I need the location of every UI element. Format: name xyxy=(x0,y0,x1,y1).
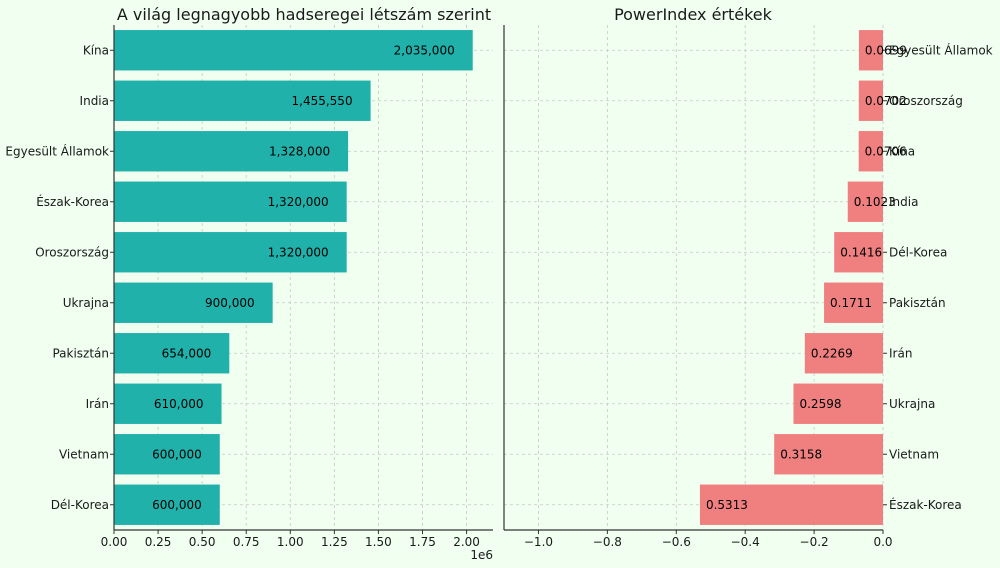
left-category-label: Ukrajna xyxy=(63,296,109,310)
left-category-label: India xyxy=(80,94,109,108)
left-bar xyxy=(114,383,222,424)
left-x-tick-label: 0.25 xyxy=(145,535,172,549)
right-bar xyxy=(804,333,883,374)
right-x-tick-label: −0.2 xyxy=(800,535,829,549)
right-category-label: Észak-Korea xyxy=(889,497,962,512)
left-bar-value-label: 2,035,000 xyxy=(394,43,455,57)
left-bar-value-label: 610,000 xyxy=(154,397,204,411)
left-axis-multiplier: 1e6 xyxy=(470,548,493,562)
left-x-tick-label: 0.75 xyxy=(233,535,260,549)
left-bar xyxy=(114,181,347,222)
right-x-tick-label: 0.0 xyxy=(873,535,892,549)
left-bar xyxy=(114,434,220,475)
right-x-ticks: −1.0 −0.8 −0.6 −0.4 −0.2 0.0 xyxy=(524,530,893,549)
right-bar xyxy=(699,484,883,525)
right-category-label: Dél-Korea xyxy=(889,245,947,259)
right-bar-value-label: 0.1711 xyxy=(830,296,872,310)
left-category-label: Pakisztán xyxy=(52,346,109,360)
right-category-label: Irán xyxy=(889,346,912,360)
left-bar xyxy=(114,80,371,121)
right-x-tick-label: −0.8 xyxy=(593,535,622,549)
right-bar xyxy=(774,434,883,475)
right-bar-value-label: 0.2269 xyxy=(811,346,853,360)
right-bar-value-label: 0.1023 xyxy=(854,195,896,209)
right-bars: 0.06990.07020.07060.10230.14160.17110.22… xyxy=(699,30,907,525)
right-bar xyxy=(858,80,883,121)
right-category-label: Kína xyxy=(889,144,915,158)
right-bar xyxy=(847,181,883,222)
right-bar xyxy=(824,282,883,323)
left-category-label: Kína xyxy=(83,43,109,57)
left-category-labels: Kína India Egyesült Államok Észak-Korea Oros… xyxy=(5,43,114,512)
left-bar-value-label: 1,328,000 xyxy=(269,144,330,158)
right-category-label: Vietnam xyxy=(889,447,939,461)
left-bar xyxy=(114,484,220,525)
left-category-label: Oroszország xyxy=(35,245,109,259)
left-category-label: Egyesült Államok xyxy=(5,143,109,158)
left-bar xyxy=(114,333,230,374)
right-bar-value-label: 0.2598 xyxy=(799,397,841,411)
right-category-label: Oroszország xyxy=(889,94,963,108)
left-chart-title: A világ legnagyobb hadseregei létszám sz… xyxy=(117,5,491,24)
left-x-tick-label: 0.50 xyxy=(189,535,216,549)
left-x-tick-label: 1.00 xyxy=(277,535,304,549)
left-x-tick-label: 1.75 xyxy=(409,535,436,549)
right-bar xyxy=(793,383,883,424)
right-chart: PowerIndex értékek 0.06990.07020.07060.1… xyxy=(503,5,993,549)
left-bar xyxy=(114,131,349,172)
left-bars: 2,035,000 1,455,550 1,328,000 1,320,000 1,32… xyxy=(114,30,473,525)
right-x-tick-label: −0.6 xyxy=(662,535,691,549)
right-category-label: India xyxy=(889,195,918,209)
right-bar xyxy=(858,30,883,71)
right-bar-value-label: 0.1416 xyxy=(840,245,882,259)
left-x-tick-label: 2.00 xyxy=(453,535,480,549)
right-category-labels: Egyesült Államok Oroszország Kína India Dél-… xyxy=(883,42,993,512)
left-bar xyxy=(114,30,473,71)
right-bar xyxy=(858,131,883,172)
left-bar-value-label: 654,000 xyxy=(162,346,212,360)
right-x-tick-label: −1.0 xyxy=(524,535,553,549)
left-x-tick-label: 0.00 xyxy=(101,535,128,549)
right-category-label: Egyesült Államok xyxy=(889,42,993,57)
right-category-label: Pakisztán xyxy=(889,296,946,310)
left-category-label: Észak-Korea xyxy=(36,194,109,209)
left-chart: A világ legnagyobb hadseregei létszám sz… xyxy=(5,5,493,562)
left-x-tick-label: 1.25 xyxy=(321,535,348,549)
left-category-label: Irán xyxy=(86,397,109,411)
left-bar-value-label: 600,000 xyxy=(152,498,202,512)
left-bar-value-label: 600,000 xyxy=(152,447,202,461)
left-bar-value-label: 900,000 xyxy=(205,296,255,310)
right-chart-title: PowerIndex értékek xyxy=(614,5,773,24)
left-x-tick-label: 1.50 xyxy=(365,535,392,549)
left-bar-value-label: 1,320,000 xyxy=(268,195,329,209)
left-bar-value-label: 1,320,000 xyxy=(268,245,329,259)
left-category-label: Vietnam xyxy=(59,447,109,461)
left-bar xyxy=(114,282,273,323)
left-bar-value-label: 1,455,550 xyxy=(292,94,353,108)
left-bar xyxy=(114,232,347,273)
right-x-tick-label: −0.4 xyxy=(731,535,760,549)
right-bar xyxy=(834,232,883,273)
left-x-ticks: 0.00 0.25 0.50 0.75 1.00 1.25 1.50 1.75 2.00 xyxy=(101,530,480,549)
right-category-label: Ukrajna xyxy=(889,397,935,411)
right-bar-value-label: 0.5313 xyxy=(706,498,748,512)
right-bar-value-label: 0.3158 xyxy=(780,447,822,461)
left-category-label: Dél-Korea xyxy=(51,498,109,512)
